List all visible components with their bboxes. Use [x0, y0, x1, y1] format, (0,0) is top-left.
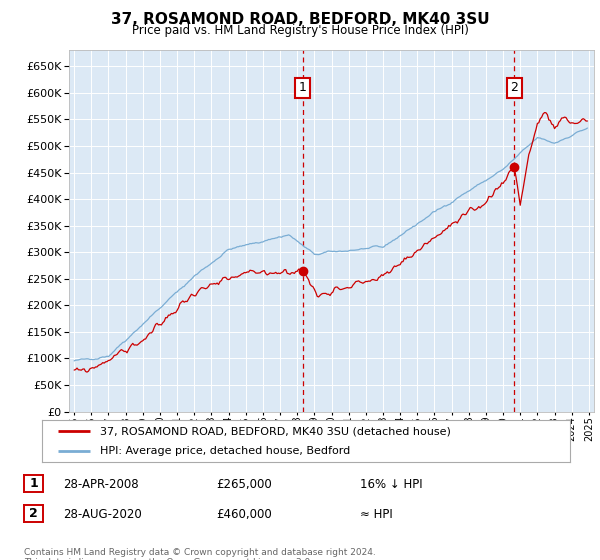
Text: 16% ↓ HPI: 16% ↓ HPI	[360, 478, 422, 491]
Text: 37, ROSAMOND ROAD, BEDFORD, MK40 3SU: 37, ROSAMOND ROAD, BEDFORD, MK40 3SU	[110, 12, 490, 27]
Text: £265,000: £265,000	[216, 478, 272, 491]
Text: 2: 2	[29, 507, 38, 520]
Text: 28-AUG-2020: 28-AUG-2020	[63, 507, 142, 521]
Text: 2: 2	[511, 81, 518, 94]
Text: HPI: Average price, detached house, Bedford: HPI: Average price, detached house, Bedf…	[100, 446, 350, 456]
Text: 1: 1	[29, 477, 38, 491]
Text: Contains HM Land Registry data © Crown copyright and database right 2024.
This d: Contains HM Land Registry data © Crown c…	[24, 548, 376, 560]
Text: 28-APR-2008: 28-APR-2008	[63, 478, 139, 491]
Text: ≈ HPI: ≈ HPI	[360, 507, 393, 521]
Text: £460,000: £460,000	[216, 507, 272, 521]
Text: 37, ROSAMOND ROAD, BEDFORD, MK40 3SU (detached house): 37, ROSAMOND ROAD, BEDFORD, MK40 3SU (de…	[100, 426, 451, 436]
Text: Price paid vs. HM Land Registry's House Price Index (HPI): Price paid vs. HM Land Registry's House …	[131, 24, 469, 37]
Text: 1: 1	[299, 81, 307, 94]
